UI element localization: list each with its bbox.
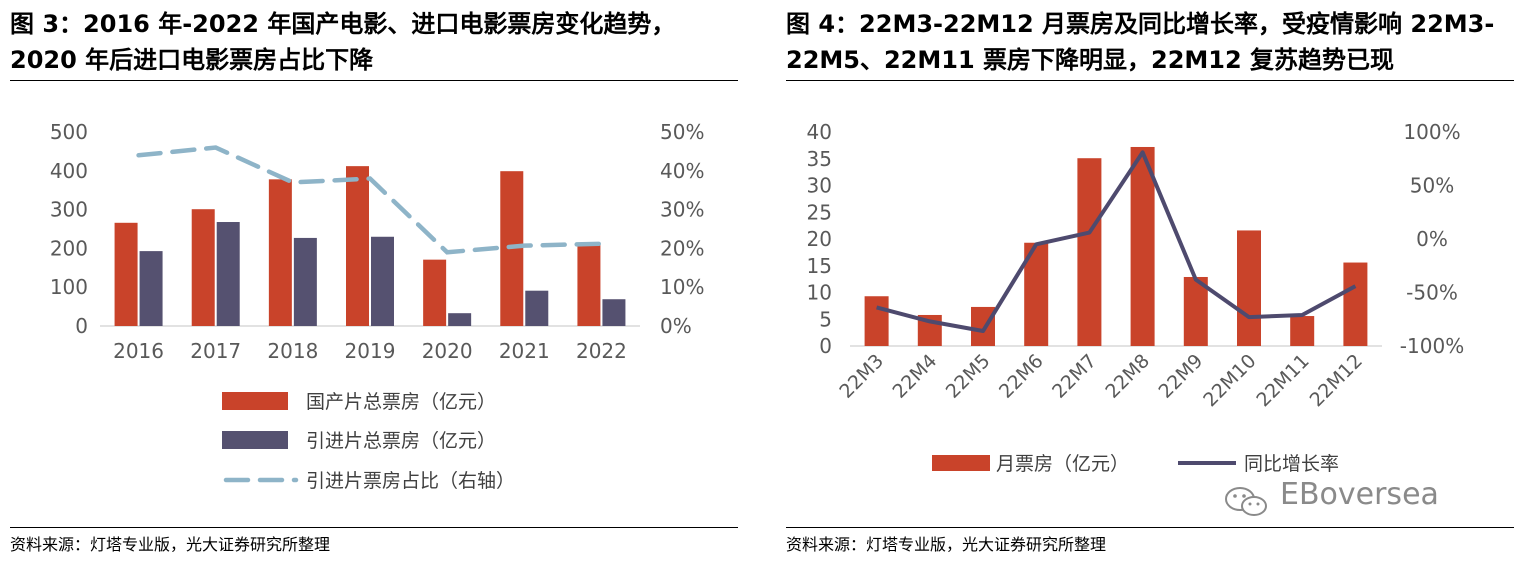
x-tick-label: 2022 <box>576 339 627 363</box>
x-tick-label: 2020 <box>422 339 473 363</box>
bar-monthly-box-office <box>1237 230 1261 346</box>
x-tick-label: 22M7 <box>1048 350 1101 403</box>
y-right-tick-label: -50% <box>1406 281 1458 305</box>
y-left-tick-label: 15 <box>807 254 832 278</box>
title-rule <box>786 80 1514 81</box>
x-tick-label: 2018 <box>267 339 318 363</box>
x-tick-label: 2016 <box>113 339 164 363</box>
bar-monthly-box-office <box>864 296 889 346</box>
y-left-tick-label: 400 <box>50 159 88 183</box>
y-right-tick-label: 30% <box>660 198 704 222</box>
legend-label: 月票房（亿元） <box>996 453 1129 475</box>
y-left-tick-label: 35 <box>807 147 832 171</box>
y-right-tick-label: 50% <box>1410 174 1454 198</box>
y-left-tick-label: 10 <box>807 281 832 305</box>
x-tick-label: 2019 <box>345 339 396 363</box>
bar-domestic <box>114 222 138 326</box>
legend-label: 同比增长率 <box>1244 453 1339 475</box>
y-left-tick-label: 5 <box>819 307 832 331</box>
yearly-box-office-chart: 0 100 200 300 400 500 0% 10% 20% 30% 40% 50% 2016 201… <box>50 120 705 492</box>
y-right-tick-label: 50% <box>660 120 704 144</box>
bar-monthly-box-office <box>1077 158 1102 346</box>
y-left-tick-label: 30 <box>807 174 832 198</box>
x-tick-label: 2021 <box>499 339 550 363</box>
line-imported-share <box>136 145 604 255</box>
y-left-tick-label: 200 <box>50 236 88 260</box>
y-right-tick-label: 0% <box>660 314 692 338</box>
chart-panel-box-office-yearly: 图 3：2016 年-2022 年国产电影、进口电影票房变化趋势，2020 年后… <box>0 0 740 562</box>
x-tick-label: 22M12 <box>1306 350 1367 411</box>
y-right-tick-label: -100% <box>1400 334 1464 358</box>
x-tick-label: 2017 <box>190 339 241 363</box>
line-yoy-growth <box>876 150 1357 334</box>
source-rule <box>786 527 1514 528</box>
bar-monthly-box-office <box>1290 316 1315 346</box>
y-right-tick-label: 10% <box>660 275 704 299</box>
y-right-tick-label: 40% <box>660 159 704 183</box>
legend-label: 引进片总票房（亿元） <box>306 430 496 452</box>
bar-monthly-box-office <box>1130 146 1155 346</box>
chart-title: 图 3：2016 年-2022 年国产电影、进口电影票房变化趋势，2020 年后… <box>10 10 676 74</box>
bar-monthly-box-office <box>1183 276 1208 346</box>
bar-domestic <box>423 259 447 326</box>
bar-imported <box>525 290 549 326</box>
x-tick-label: 22M6 <box>995 350 1048 403</box>
y-left-tick-label: 100 <box>50 275 88 299</box>
bar-domestic <box>268 179 292 326</box>
y-left-tick-label: 300 <box>50 198 88 222</box>
bar-domestic <box>191 209 215 326</box>
x-tick-label: 22M3 <box>835 350 888 403</box>
bar-imported <box>293 237 317 326</box>
x-tick-label: 22M5 <box>942 350 995 403</box>
bar-domestic <box>346 166 369 326</box>
bar-imported <box>448 313 472 326</box>
watermark-text: EBoversea <box>1280 477 1439 512</box>
bar-imported <box>216 222 240 326</box>
y-left-tick-label: 40 <box>807 120 832 144</box>
bar-imported <box>139 251 163 326</box>
y-right-tick-label: 100% <box>1403 120 1460 144</box>
legend-swatch-box-office <box>932 455 990 471</box>
y-right-tick-label: 0% <box>1416 227 1448 251</box>
x-tick-label: 22M11 <box>1252 350 1313 411</box>
bar-imported <box>371 236 394 326</box>
x-tick-label: 22M8 <box>1101 350 1154 403</box>
chart-title: 图 4：22M3-22M12 月票房及同比增长率，受疫情影响 22M3-22M5… <box>786 10 1495 74</box>
wechat-icon <box>1225 487 1267 516</box>
bar-monthly-box-office <box>1343 262 1368 346</box>
title-rule <box>10 80 738 81</box>
y-left-tick-label: 500 <box>50 120 88 144</box>
legend-swatch-imported <box>222 431 288 449</box>
chart-panel-box-office-monthly: 图 4：22M3-22M12 月票房及同比增长率，受疫情影响 22M3-22M5… <box>780 0 1514 562</box>
source-note: 资料来源：灯塔专业版，光大证券研究所整理 <box>786 535 1107 554</box>
y-left-tick-label: 0 <box>75 314 88 338</box>
source-rule <box>10 527 738 528</box>
bar-domestic <box>577 243 601 326</box>
legend-label: 国产片总票房（亿元） <box>306 391 496 413</box>
bar-imported <box>602 299 626 326</box>
y-left-tick-label: 25 <box>807 200 832 224</box>
legend-label: 引进片票房占比（右轴） <box>306 470 515 492</box>
source-note: 资料来源：灯塔专业版，光大证券研究所整理 <box>10 535 331 554</box>
y-left-tick-label: 20 <box>807 227 832 251</box>
legend-swatch-domestic <box>222 392 288 410</box>
bar-monthly-box-office <box>971 306 995 346</box>
x-tick-label: 22M4 <box>889 350 942 403</box>
x-tick-label: 22M10 <box>1199 350 1260 411</box>
y-right-tick-label: 20% <box>660 236 704 260</box>
y-left-tick-label: 0 <box>819 334 832 358</box>
